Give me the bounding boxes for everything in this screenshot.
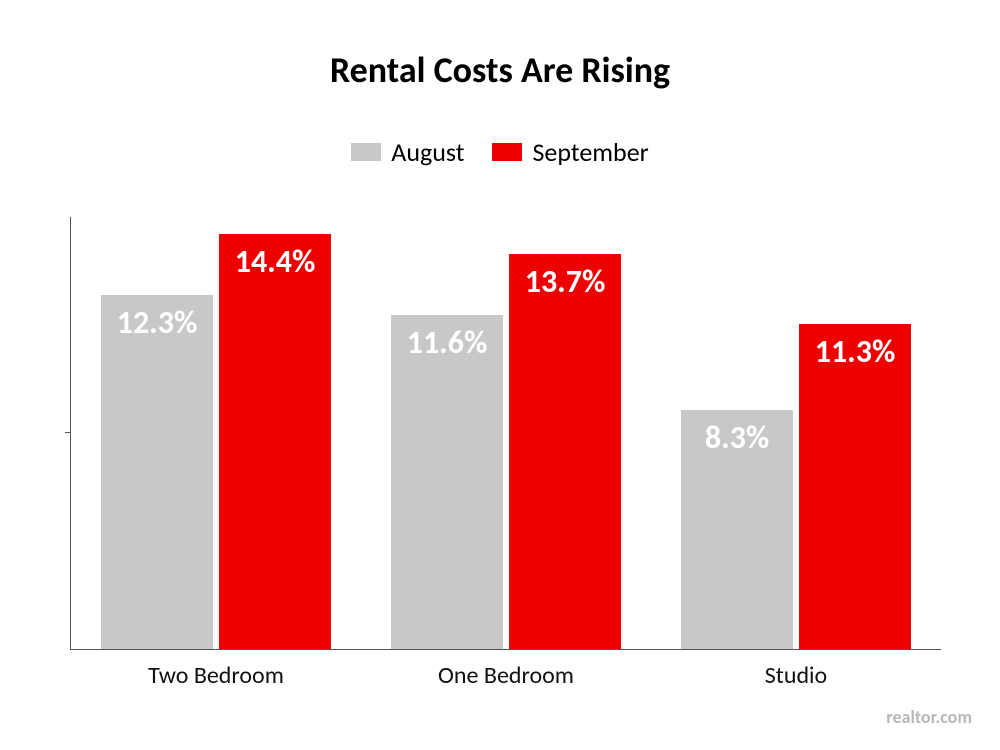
bar-value-label: 13.7% xyxy=(509,262,621,301)
bar-august: 11.6% xyxy=(391,315,503,649)
legend-item-august: August xyxy=(351,136,464,168)
category-label: Studio xyxy=(681,649,911,690)
bar-value-label: 14.4% xyxy=(219,242,331,281)
legend: August September xyxy=(0,136,1000,168)
legend-item-september: September xyxy=(492,136,648,168)
bar-value-label: 11.6% xyxy=(391,323,503,362)
bar-september: 11.3% xyxy=(799,324,911,649)
bar-group: 8.3%11.3%Studio xyxy=(681,217,911,649)
bar-value-label: 11.3% xyxy=(799,332,911,371)
bar-group: 11.6%13.7%One Bedroom xyxy=(391,217,621,649)
axis-tick-mid xyxy=(65,432,71,434)
chart-title: Rental Costs Are Rising xyxy=(0,48,1000,92)
bar-september: 14.4% xyxy=(219,234,331,649)
source-attribution: realtor.com xyxy=(886,706,972,728)
legend-swatch xyxy=(351,143,381,161)
bar-august: 8.3% xyxy=(681,410,793,649)
legend-label: August xyxy=(391,136,464,168)
bar-value-label: 12.3% xyxy=(101,303,213,342)
plot-area: 12.3%14.4%Two Bedroom 11.6%13.7%One Bedro… xyxy=(70,217,941,650)
bar-group: 12.3%14.4%Two Bedroom xyxy=(101,217,331,649)
bar-august: 12.3% xyxy=(101,295,213,649)
bar-value-label: 8.3% xyxy=(681,418,793,457)
legend-swatch xyxy=(492,143,522,161)
chart-container: Rental Costs Are Rising AugustSeptember … xyxy=(0,0,1000,750)
category-label: One Bedroom xyxy=(391,649,621,690)
legend-label: September xyxy=(532,136,648,168)
category-label: Two Bedroom xyxy=(101,649,331,690)
bar-september: 13.7% xyxy=(509,254,621,649)
